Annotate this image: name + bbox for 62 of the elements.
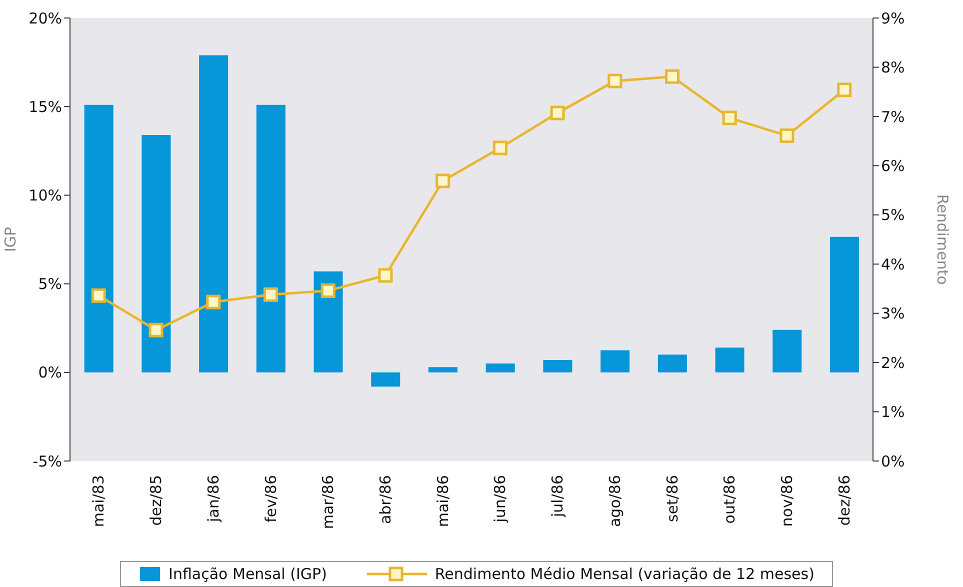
bar [142, 134, 171, 372]
point [780, 128, 794, 143]
x-tick-label: mar/86 [319, 475, 338, 530]
x-tick-label: jun/86 [491, 475, 510, 524]
x-tick-label: mai/86 [434, 475, 452, 528]
y2-tick-label: 1% [881, 403, 905, 422]
point [264, 287, 278, 302]
x-tick-label: abr/86 [376, 475, 394, 524]
y2-axis-title: Rendimento [934, 194, 952, 285]
point [837, 82, 852, 98]
x-tick-label: ago/86 [606, 475, 624, 528]
bar [84, 104, 114, 372]
bar [371, 372, 400, 387]
y-tick-label: 0% [38, 364, 62, 382]
bar [715, 348, 744, 372]
y-tick-label: 20% [28, 9, 62, 28]
y2-tick-label: 0% [881, 452, 905, 470]
y2-tick-label: 2% [881, 354, 905, 372]
bar [256, 104, 286, 372]
point [206, 294, 221, 310]
point [320, 283, 336, 298]
y2-tick-label: 9% [881, 9, 905, 28]
y2-tick-label: 3% [881, 304, 905, 323]
y-tick-label: 5% [38, 275, 62, 294]
x-tick-label: mai/83 [90, 475, 108, 528]
bar [428, 367, 458, 372]
x-tick-label: set/86 [663, 475, 682, 522]
bar [199, 55, 228, 372]
y-tick-label: 10% [28, 186, 62, 205]
bar [543, 360, 572, 372]
point [665, 69, 680, 84]
bar [600, 350, 630, 372]
x-tick-label: fev/86 [262, 475, 280, 523]
point [550, 106, 565, 120]
y-axis-title: IGP [1, 226, 20, 252]
point [492, 140, 508, 156]
y-tick-label: 15% [28, 98, 62, 116]
y2-tick-label: 7% [881, 108, 905, 126]
y2-tick-label: 5% [881, 206, 905, 224]
bar [486, 364, 515, 372]
bar [772, 330, 802, 372]
bar [830, 236, 859, 372]
bar [314, 271, 343, 372]
point [148, 322, 164, 338]
legend-label: Inflação Mensal (IGP) [168, 565, 327, 583]
y2-tick-label: 8% [881, 58, 905, 77]
y2-tick-label: 4% [881, 255, 905, 274]
x-tick-label: jul/86 [548, 475, 567, 518]
bar [658, 354, 687, 372]
y-tick-label: -5% [32, 452, 62, 470]
x-tick-label: out/86 [720, 475, 739, 524]
legend-label: Rendimento Médio Mensal (variação de 12 meses) [434, 565, 814, 583]
point [436, 174, 450, 188]
point [378, 268, 393, 283]
x-tick-label: dez/86 [835, 475, 854, 526]
point [608, 74, 622, 88]
x-tick-label: dez/85 [147, 475, 166, 526]
point [91, 288, 106, 303]
x-tick-label: nov/86 [778, 475, 796, 527]
point [722, 110, 737, 126]
y2-tick-label: 6% [881, 156, 905, 175]
x-tick-label: jan/86 [204, 475, 222, 524]
